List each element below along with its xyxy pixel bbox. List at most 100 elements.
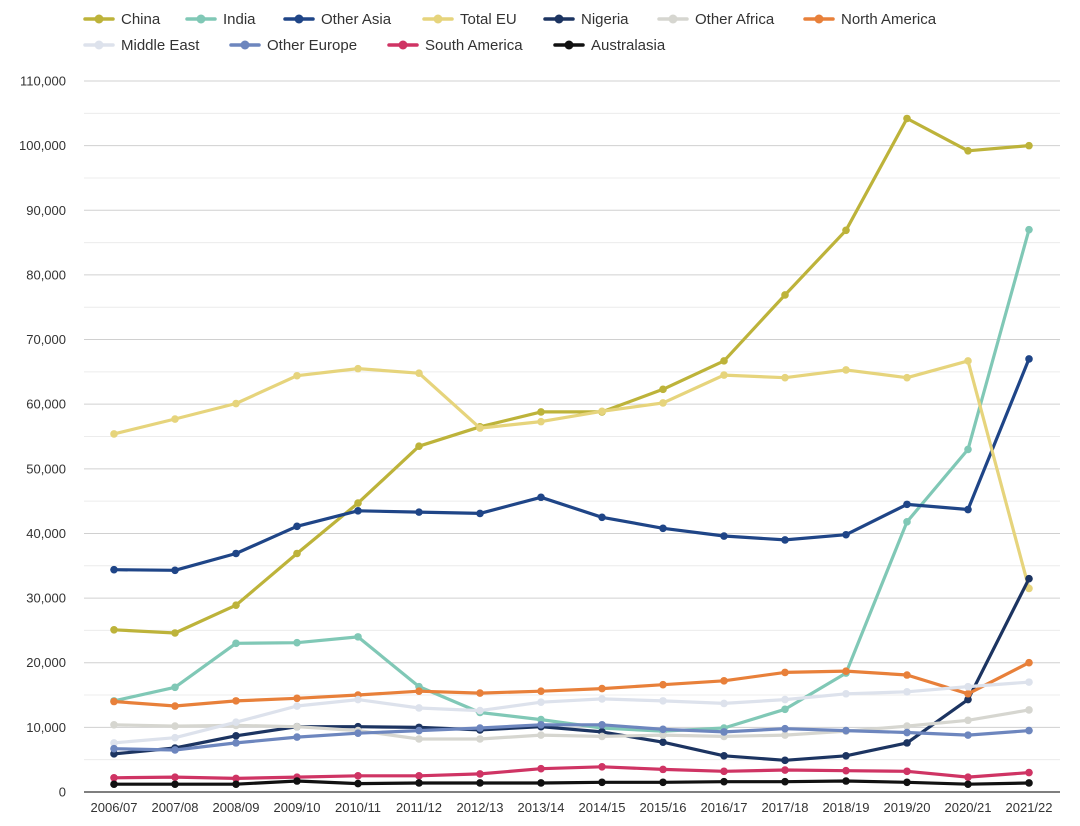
data-point-other-asia [476, 509, 484, 518]
data-point-middle-east [842, 689, 850, 698]
data-point-india [781, 705, 789, 714]
data-point-other-asia [232, 549, 240, 558]
data-point-other-asia [293, 522, 301, 531]
data-point-total-eu [781, 373, 789, 382]
series-other-asia [110, 355, 1033, 575]
data-point-middle-east [659, 697, 667, 705]
data-point-china [842, 226, 850, 235]
data-point-other-asia [354, 507, 362, 515]
data-point-south-america [842, 766, 850, 775]
data-point-other-asia [842, 530, 850, 539]
data-point-china [232, 601, 240, 610]
legend-item-other-asia: Other Asia [283, 11, 392, 28]
data-point-south-america [1025, 768, 1033, 777]
legend-swatch-marker [94, 14, 104, 24]
legend-label: Total EU [460, 11, 517, 28]
legend-swatch-marker [814, 14, 824, 24]
data-point-south-america [537, 764, 545, 773]
x-tick-label: 2017/18 [762, 800, 809, 815]
legend-item-total-eu: Total EU [422, 11, 517, 28]
data-point-other-europe [1025, 726, 1033, 735]
data-point-south-america [659, 765, 667, 774]
x-tick-label: 2019/20 [884, 800, 931, 815]
data-point-australasia [720, 777, 728, 786]
data-point-north-america [171, 702, 179, 710]
y-tick-label: 110,000 [20, 74, 66, 89]
data-point-other-africa [1025, 706, 1033, 714]
series-australasia [110, 777, 1033, 789]
data-point-australasia [110, 780, 118, 789]
data-point-australasia [354, 779, 362, 788]
data-point-nigeria [659, 738, 667, 747]
data-point-other-europe [842, 726, 850, 735]
data-point-other-africa [293, 722, 301, 731]
data-point-china [415, 442, 423, 450]
x-tick-label: 2020/21 [945, 800, 992, 815]
y-tick-label: 10,000 [26, 720, 66, 735]
data-point-other-africa [171, 722, 179, 730]
legend-item-middle-east: Middle East [83, 37, 200, 54]
data-point-total-eu [842, 366, 850, 374]
legend-swatch-marker [554, 14, 564, 24]
data-point-north-america [110, 697, 118, 706]
data-point-middle-east [598, 695, 606, 703]
y-tick-label: 60,000 [26, 397, 66, 412]
series-middle-east [110, 678, 1033, 747]
series-line-other-europe [112, 723, 1031, 752]
data-point-australasia [903, 778, 911, 787]
y-tick-label: 80,000 [26, 267, 66, 282]
data-point-south-america [598, 762, 606, 771]
data-point-nigeria [903, 739, 911, 747]
data-point-australasia [476, 779, 484, 787]
data-point-other-asia [171, 566, 179, 575]
x-tick-label: 2008/09 [213, 800, 260, 815]
data-point-australasia [842, 777, 850, 785]
data-point-total-eu [1025, 584, 1033, 593]
data-point-total-eu [415, 369, 423, 377]
y-tick-label: 90,000 [26, 203, 66, 218]
data-point-other-europe [903, 728, 911, 737]
x-tick-label: 2010/11 [335, 800, 381, 815]
data-point-middle-east [1025, 678, 1033, 686]
series-india [110, 225, 1033, 736]
data-point-south-america [476, 770, 484, 778]
data-point-total-eu [659, 399, 667, 407]
data-point-total-eu [964, 357, 972, 365]
data-point-middle-east [964, 682, 972, 691]
data-point-nigeria [842, 752, 850, 760]
y-axis-tick-labels: 0 10,000 20,000 30,000 40,000 50,000 60,000 70,… [19, 74, 66, 800]
data-point-north-america [781, 668, 789, 677]
data-point-other-africa [964, 716, 972, 725]
x-tick-label: 2014/15 [579, 800, 626, 815]
data-point-australasia [598, 778, 606, 787]
data-point-other-europe [598, 720, 606, 729]
data-point-other-asia [903, 500, 911, 509]
legend-label: South America [425, 37, 523, 54]
data-point-north-america [598, 684, 606, 693]
data-point-total-eu [720, 371, 728, 379]
data-point-total-eu [171, 415, 179, 423]
data-point-india [903, 518, 911, 526]
y-tick-label: 40,000 [26, 526, 66, 541]
legend-item-south-america: South America [387, 37, 523, 54]
data-point-north-america [232, 697, 240, 705]
series-lines [110, 114, 1033, 789]
data-point-north-america [537, 687, 545, 695]
data-point-australasia [293, 777, 301, 785]
legend-label: India [223, 11, 256, 28]
data-point-other-africa [598, 732, 606, 741]
data-point-other-europe [171, 746, 179, 754]
data-point-total-eu [598, 407, 606, 416]
data-point-total-eu [110, 430, 118, 438]
data-point-nigeria [964, 695, 972, 704]
x-tick-label: 2009/10 [274, 800, 321, 815]
legend-swatch-marker [564, 40, 574, 50]
series-line-north-america [112, 661, 1031, 708]
series-line-other-africa [112, 708, 1031, 741]
data-point-north-america [415, 687, 423, 695]
data-point-middle-east [232, 718, 240, 726]
data-point-middle-east [354, 695, 362, 704]
data-point-north-america [1025, 658, 1033, 667]
data-point-other-africa [110, 720, 118, 729]
data-point-other-africa [476, 735, 484, 743]
